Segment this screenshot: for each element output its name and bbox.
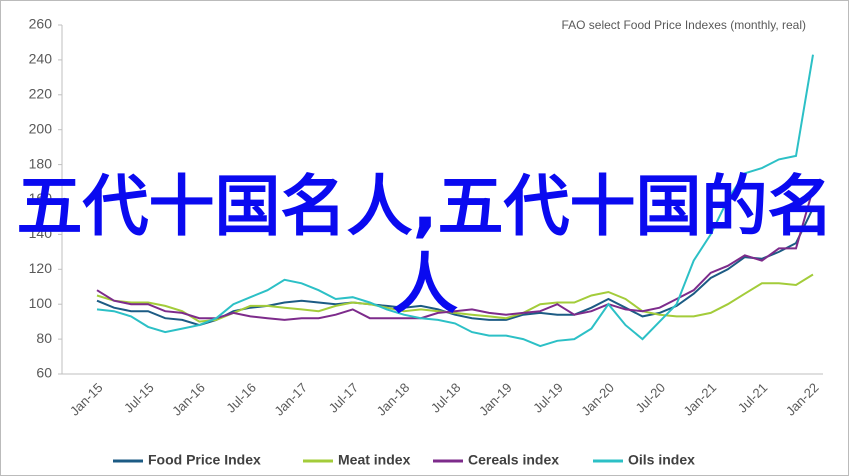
x-tick-label: Jan-16 <box>169 380 208 419</box>
y-tick-label: 260 <box>29 16 53 32</box>
overlay-text: 五代十国名人,五代十国的名人 <box>16 168 834 323</box>
x-tick-label: Jan-17 <box>271 380 310 419</box>
legend-label: Meat index <box>338 452 411 468</box>
y-tick-label: 60 <box>36 365 52 381</box>
y-tick-label: 200 <box>29 120 53 136</box>
x-tick-label: Jan-18 <box>374 380 413 419</box>
legend-label: Food Price Index <box>148 452 261 468</box>
x-tick-label: Jan-15 <box>67 380 106 419</box>
x-tick-label: Jul-21 <box>735 380 771 416</box>
x-tick-label: Jan-21 <box>681 380 720 419</box>
y-tick-label: 220 <box>29 86 53 102</box>
series-line <box>96 273 814 323</box>
x-tick-label: Jan-20 <box>578 380 617 419</box>
legend-label: Cereals index <box>468 452 559 468</box>
x-tick-label: Jul-20 <box>632 380 668 416</box>
y-tick-label: 180 <box>29 155 53 171</box>
x-tick-label: Jan-22 <box>783 380 822 419</box>
y-tick-label: 80 <box>36 330 52 346</box>
x-tick-label: Jul-16 <box>223 380 259 416</box>
x-tick-label: Jul-18 <box>428 380 464 416</box>
series-line <box>96 54 814 348</box>
y-tick-label: 100 <box>29 295 53 311</box>
x-tick-label: Jan-19 <box>476 380 515 419</box>
y-tick-label: 160 <box>29 190 53 206</box>
y-tick-label: 240 <box>29 51 53 67</box>
chart-subtitle: FAO select Food Price Indexes (monthly, … <box>561 18 806 32</box>
y-tick-label: 120 <box>29 260 53 276</box>
y-tick-label: 140 <box>29 225 53 241</box>
legend-label: Oils index <box>628 452 695 468</box>
x-tick-label: Jul-19 <box>530 380 566 416</box>
x-tick-label: Jul-15 <box>121 380 157 416</box>
x-tick-label: Jul-17 <box>326 380 362 416</box>
